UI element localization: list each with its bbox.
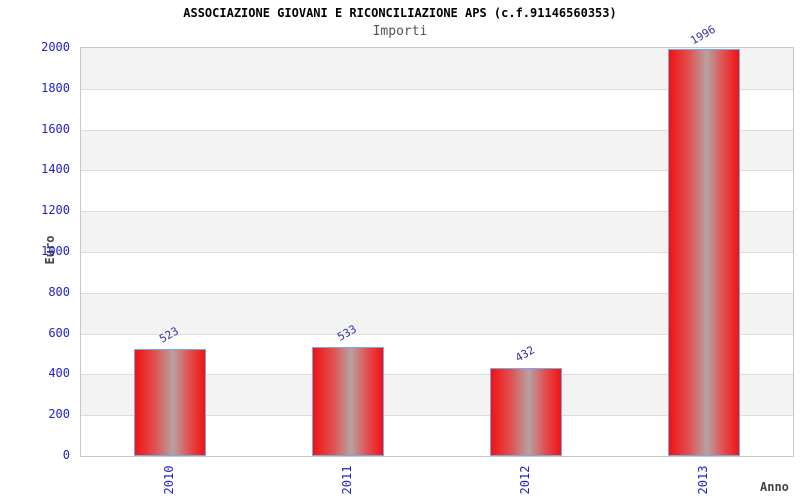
gridline	[81, 211, 793, 213]
y-tick-label: 200	[48, 407, 70, 422]
gridline	[81, 129, 793, 131]
x-tick-label: 2012	[518, 465, 532, 495]
bar-2010	[134, 349, 206, 456]
gridline	[81, 252, 793, 253]
y-tick-label: 0	[62, 448, 70, 462]
y-tick-label: 400	[48, 366, 70, 381]
plot-area	[80, 47, 794, 457]
x-tick-label: 2011	[340, 465, 354, 495]
x-tick-label: 2010	[162, 465, 176, 495]
y-tick-label: 1000	[41, 244, 70, 258]
gridline	[81, 374, 793, 376]
chart-title: ASSOCIAZIONE GIOVANI E RICONCILIAZIONE A…	[183, 6, 617, 20]
bar-2011	[312, 347, 384, 456]
gridline	[81, 170, 793, 172]
x-tick-label: 2013	[696, 465, 710, 495]
y-tick-label: 600	[48, 325, 70, 340]
x-axis-title: Anno	[760, 480, 789, 494]
y-tick-label: 2000	[41, 40, 70, 54]
y-tick-label: 1600	[41, 121, 70, 136]
y-tick-label: 1400	[41, 162, 70, 177]
bar-2012	[490, 367, 562, 456]
y-tick-label: 1200	[41, 203, 70, 218]
gridline	[81, 415, 793, 417]
gridline	[81, 333, 793, 335]
gridline	[81, 88, 793, 90]
y-tick-label: 800	[48, 284, 70, 299]
bar-2013	[668, 48, 740, 456]
y-tick-label: 1800	[41, 80, 70, 95]
chart-subtitle: Importi	[372, 24, 428, 39]
gridline	[81, 292, 793, 294]
